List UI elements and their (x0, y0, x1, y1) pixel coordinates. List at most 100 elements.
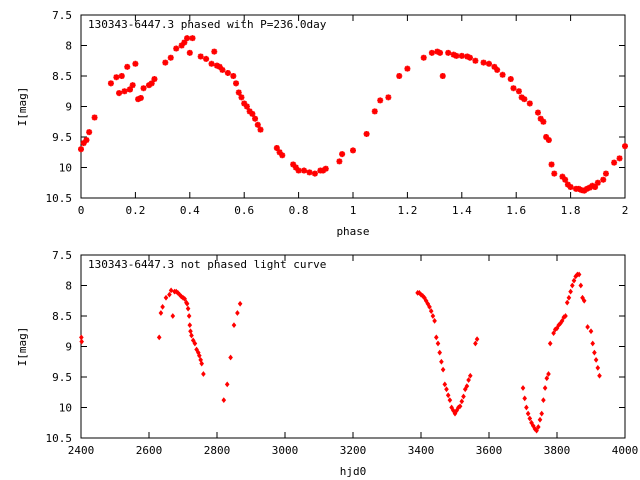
data-point (301, 167, 308, 174)
data-point (595, 364, 601, 371)
data-point (396, 73, 403, 79)
chart-title: 130343-6447.3 phased with P=236.0day (88, 18, 327, 31)
data-point (445, 49, 452, 56)
data-point (230, 73, 237, 79)
x-tick-label: 3000 (272, 444, 299, 457)
data-point (527, 415, 533, 422)
data-point (241, 100, 248, 107)
data-point (594, 179, 601, 186)
data-point (445, 392, 451, 399)
data-point (586, 184, 593, 191)
data-point (163, 294, 169, 301)
data-point (148, 80, 155, 87)
data-point (578, 282, 584, 289)
data-point (80, 140, 87, 147)
data-point (107, 80, 114, 87)
data-point (199, 360, 205, 367)
data-point (404, 65, 411, 72)
data-point (350, 147, 356, 154)
data-point (78, 146, 84, 153)
data-point (447, 397, 453, 404)
data-point (197, 352, 202, 359)
data-point (295, 167, 302, 174)
data-point (181, 39, 188, 46)
data-point (79, 334, 84, 341)
data-point (233, 80, 240, 87)
data-point (592, 349, 597, 356)
data-point (466, 377, 471, 383)
y-tick-label: 10.5 (46, 432, 73, 445)
data-point (132, 60, 139, 67)
y-tick-label: 7.5 (52, 9, 72, 22)
data-point (118, 73, 125, 79)
x-tick-label: 3400 (408, 444, 435, 457)
data-point (526, 100, 533, 107)
data-point (184, 300, 190, 307)
y-tick-label: 9 (65, 341, 72, 354)
data-point (186, 49, 193, 56)
x-tick-label: 1.8 (561, 204, 581, 217)
data-point (473, 340, 478, 347)
data-point (522, 395, 528, 402)
data-point (546, 371, 551, 377)
data-point (219, 66, 226, 73)
data-point (544, 375, 550, 382)
x-tick-label: 2600 (136, 444, 163, 457)
data-point (600, 176, 607, 183)
data-point (192, 340, 198, 347)
data-point (292, 164, 299, 171)
data-point (439, 358, 444, 365)
data-point (437, 49, 444, 56)
data-point (167, 291, 172, 298)
data-point (246, 108, 253, 115)
data-point (322, 165, 329, 172)
y-axis-label: I[mag] (16, 327, 29, 367)
y-axis-label: I[mag] (16, 87, 29, 127)
data-point (276, 149, 283, 156)
data-point (543, 134, 550, 140)
data-point (237, 300, 243, 307)
y-tick-label: 10 (59, 402, 72, 415)
data-point (320, 167, 327, 174)
x-tick-label: 3200 (340, 444, 367, 457)
data-point (432, 317, 437, 324)
data-point (524, 404, 529, 411)
data-point (231, 322, 237, 329)
data-point (457, 403, 463, 410)
y-tick-label: 8.5 (52, 310, 72, 323)
data-point (173, 45, 180, 52)
data-point (521, 96, 528, 103)
data-point (486, 60, 492, 67)
data-point (188, 328, 193, 335)
data-point (420, 54, 427, 61)
data-point (510, 85, 517, 92)
data-point (597, 372, 602, 379)
data-point (249, 110, 256, 117)
data-point (541, 397, 546, 404)
data-point (461, 393, 466, 400)
data-point (480, 59, 487, 66)
data-point (279, 152, 286, 159)
data-point (435, 340, 441, 347)
data-point (542, 385, 548, 391)
data-point (622, 143, 628, 150)
y-tick-label: 10.5 (46, 192, 73, 205)
data-point (434, 48, 441, 55)
data-point (185, 305, 191, 312)
data-point (559, 317, 565, 324)
data-point (515, 88, 522, 95)
data-point (534, 109, 541, 116)
data-point (518, 94, 525, 101)
data-point (494, 66, 501, 73)
x-tick-label: 2400 (68, 444, 95, 457)
y-tick-label: 10 (59, 162, 72, 175)
data-point (589, 182, 596, 189)
data-point (545, 137, 552, 144)
data-point (371, 108, 378, 115)
data-point (525, 410, 531, 417)
data-point (464, 53, 471, 60)
x-axis-label: phase (336, 225, 369, 238)
data-point (290, 161, 297, 168)
data-point (430, 313, 436, 319)
